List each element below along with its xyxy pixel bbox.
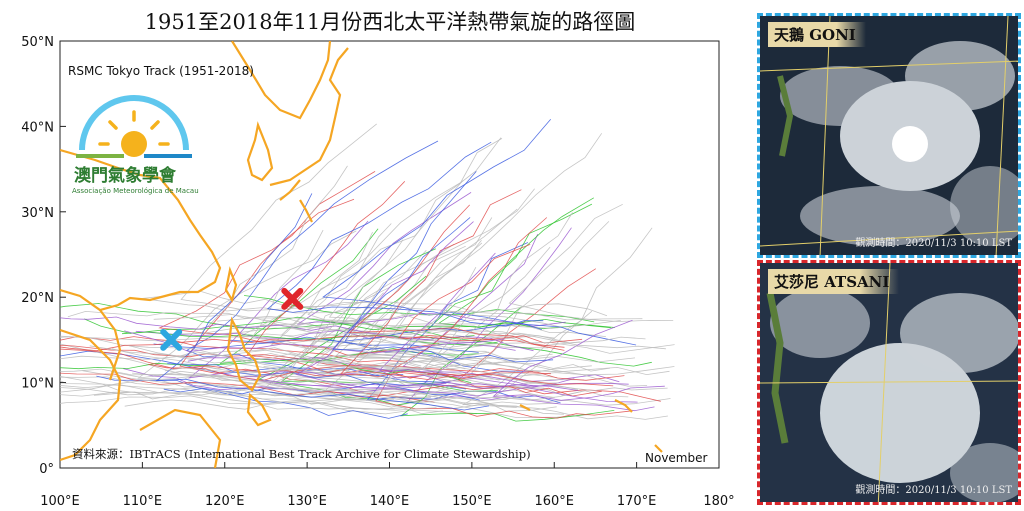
lat-tick-label: 20°N	[21, 291, 54, 306]
lat-tick-label: 0°	[39, 462, 54, 477]
logo: 澳門氣象學會 Associação Meteorológica de Macau	[72, 95, 199, 195]
sun-icon	[121, 131, 147, 157]
track-line	[375, 217, 633, 419]
track-line	[417, 212, 629, 398]
track-line	[271, 391, 591, 419]
track-line	[60, 358, 472, 384]
satellite-panel-atsani: 艾莎尼 ATSANI 觀測時間：2020/11/3 10:10 LST	[757, 260, 1021, 505]
panel-obs-time: 觀測時間：2020/11/3 10:10 LST	[855, 238, 1012, 249]
track-line	[384, 267, 564, 415]
track-line	[60, 316, 534, 352]
track-line	[60, 373, 417, 397]
track-line	[322, 118, 637, 346]
track-line	[315, 188, 560, 384]
track-line	[470, 221, 675, 381]
track-line	[60, 390, 411, 410]
page-title: 1951至2018年11月份西北太平洋熱帶氣旋的路徑圖	[144, 10, 636, 34]
track-line	[121, 331, 498, 346]
track-line	[492, 310, 671, 406]
track-line	[348, 204, 565, 348]
track-line	[60, 386, 559, 407]
logo-name-zh: 澳門氣象學會	[74, 165, 177, 186]
track-line	[60, 384, 437, 411]
track-line	[492, 319, 665, 401]
axes: 50°N 40°N 30°N 20°N 10°N 0° 100°E 110°E 120°E 130…	[21, 35, 734, 509]
lat-tick-label: 50°N	[21, 35, 54, 50]
lon-tick-label: 150°E	[452, 494, 492, 509]
lon-tick-label: 140°E	[370, 494, 410, 509]
track-line	[269, 223, 490, 360]
lon-tick-label: 170°E	[617, 494, 657, 509]
lat-tick-label: 10°N	[21, 377, 54, 392]
track-line	[151, 299, 564, 329]
track-line	[185, 140, 451, 384]
track-line	[164, 362, 670, 376]
source-note: 資料來源：IBTrACS (International Best Track A…	[72, 447, 531, 461]
lon-tick-label: 130°E	[287, 494, 327, 509]
track-line	[322, 208, 582, 403]
track-line	[167, 363, 480, 401]
track-line	[307, 138, 621, 329]
lat-tick-label: 30°N	[21, 206, 54, 221]
panel-label: 艾莎尼 ATSANI	[768, 269, 900, 294]
track-line	[153, 336, 479, 353]
track-line	[332, 217, 554, 363]
track-line	[238, 231, 434, 345]
track-line	[60, 368, 540, 396]
track-line	[266, 141, 544, 327]
track-line	[424, 197, 652, 367]
track-line	[297, 192, 566, 327]
track-line	[260, 310, 643, 331]
track-line	[67, 310, 555, 339]
track-line	[375, 347, 648, 387]
lon-tick-label: 180°	[703, 494, 734, 509]
track-line	[140, 290, 608, 317]
track-line	[246, 181, 473, 378]
track-label: RSMC Tokyo Track (1951-2018)	[68, 64, 254, 78]
track-line	[60, 334, 565, 352]
track-line	[199, 165, 477, 340]
track-line	[250, 229, 418, 357]
track-line	[93, 386, 557, 412]
red-x-marker	[281, 287, 304, 310]
panel-obs-time: 觀測時間：2020/11/3 10:10 LST	[855, 485, 1012, 496]
satellite-panel-goni: 天鵝 GONI 觀測時間：2020/11/3 10:10 LST	[757, 13, 1021, 258]
marker-layer	[160, 287, 304, 351]
track-line	[378, 252, 579, 391]
lon-tick-label: 120°E	[205, 494, 245, 509]
lon-tick-label: 110°E	[123, 494, 163, 509]
coastlines	[60, 41, 663, 468]
track-line	[340, 189, 614, 387]
track-line	[280, 180, 528, 344]
track-line	[128, 345, 422, 367]
track-line	[60, 303, 475, 340]
track-line	[314, 333, 675, 354]
track-line	[153, 314, 666, 350]
logo-arc	[79, 95, 189, 151]
track-line	[260, 379, 638, 403]
panel-label: 天鵝 GONI	[768, 22, 866, 47]
track-line	[155, 193, 490, 411]
lat-tick-label: 40°N	[21, 120, 54, 135]
track-line	[217, 317, 606, 337]
track-line	[399, 306, 615, 422]
track-line	[280, 279, 451, 395]
lon-tick-label: 100°E	[40, 494, 80, 509]
track-map: 50°N 40°N 30°N 20°N 10°N 0° 100°E 110°E 120°E 130…	[21, 35, 734, 509]
track-line	[356, 217, 553, 364]
track-line	[508, 203, 674, 322]
month-label: November	[645, 451, 707, 465]
track-line	[295, 221, 505, 389]
track-line	[111, 366, 400, 379]
track-lines	[60, 118, 675, 422]
track-line	[124, 398, 517, 410]
track-line	[424, 246, 592, 373]
track-line	[344, 171, 543, 342]
blue-x-marker	[160, 328, 183, 351]
track-line	[180, 123, 433, 324]
lon-tick-label: 160°E	[534, 494, 574, 509]
track-line	[437, 203, 616, 328]
logo-name-pt: Associação Meteorológica de Macau	[72, 187, 199, 195]
track-line	[60, 395, 395, 411]
